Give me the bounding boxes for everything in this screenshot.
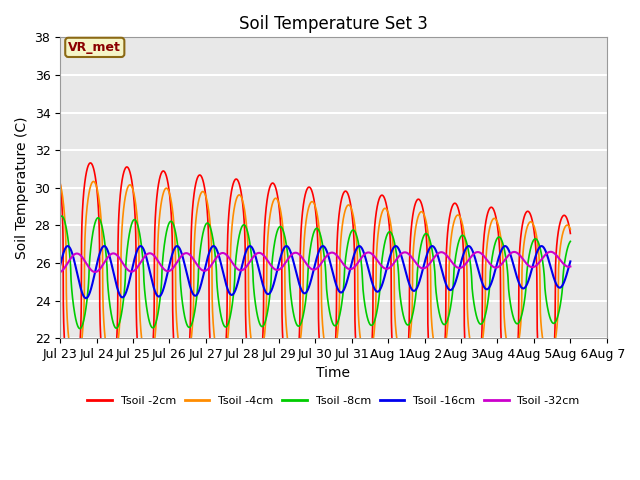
Tsoil -4cm [468,347,476,353]
Line: Tsoil -32cm: Tsoil -32cm [60,252,570,272]
Tsoil -32cm [566,264,574,269]
Tsoil -2cm [566,230,574,236]
Tsoil -8cm [56,215,64,220]
Tsoil -4cm [72,363,79,369]
Tsoil -16cm [56,263,64,268]
Tsoil -16cm [126,275,134,280]
Tsoil -16cm [468,246,476,252]
Tsoil -4cm [326,359,334,364]
Tsoil -2cm [56,180,64,186]
Tsoil -8cm [76,326,84,332]
Tsoil -4cm [56,181,64,187]
Tsoil -32cm [126,268,134,274]
Tsoil -4cm [126,182,134,188]
Tsoil -8cm [561,262,568,268]
Tsoil -32cm [561,262,568,267]
X-axis label: Time: Time [317,367,351,381]
Line: Tsoil -4cm: Tsoil -4cm [60,181,570,366]
Tsoil -32cm [56,269,64,275]
Tsoil -2cm [561,213,568,218]
Tsoil -4cm [561,226,568,231]
Title: Soil Temperature Set 3: Soil Temperature Set 3 [239,15,428,33]
Tsoil -2cm [326,379,334,385]
Tsoil -2cm [86,160,94,166]
Tsoil -2cm [68,383,76,388]
Tsoil -4cm [380,207,387,213]
Line: Tsoil -8cm: Tsoil -8cm [60,216,570,329]
Tsoil -32cm [379,264,387,270]
Y-axis label: Soil Temperature (C): Soil Temperature (C) [15,117,29,259]
Tsoil -16cm [326,259,334,264]
Tsoil -8cm [566,239,574,244]
Tsoil -4cm [566,226,574,232]
Legend: Tsoil -2cm, Tsoil -4cm, Tsoil -8cm, Tsoil -16cm, Tsoil -32cm: Tsoil -2cm, Tsoil -4cm, Tsoil -8cm, Tsoi… [83,392,584,411]
Text: VR_met: VR_met [68,41,121,54]
Tsoil -16cm [391,243,399,249]
Tsoil -8cm [58,213,65,219]
Tsoil -4cm [391,309,399,315]
Line: Tsoil -16cm: Tsoil -16cm [60,246,570,298]
Tsoil -8cm [126,227,134,233]
Line: Tsoil -2cm: Tsoil -2cm [60,163,570,385]
Tsoil -2cm [391,366,399,372]
Tsoil -2cm [468,382,476,387]
Tsoil -32cm [468,253,476,259]
Tsoil -16cm [64,243,72,249]
Tsoil -2cm [126,170,134,176]
Tsoil -8cm [380,250,387,255]
Tsoil -16cm [82,295,90,301]
Tsoil -8cm [391,241,399,247]
Tsoil -4cm [90,179,97,184]
Tsoil -32cm [547,249,554,255]
Tsoil -16cm [561,278,568,284]
Tsoil -8cm [468,280,476,286]
Tsoil -2cm [380,193,387,199]
Tsoil -16cm [566,259,574,264]
Tsoil -16cm [380,279,387,285]
Tsoil -32cm [326,251,333,256]
Tsoil -32cm [390,260,398,265]
Tsoil -8cm [326,311,334,317]
